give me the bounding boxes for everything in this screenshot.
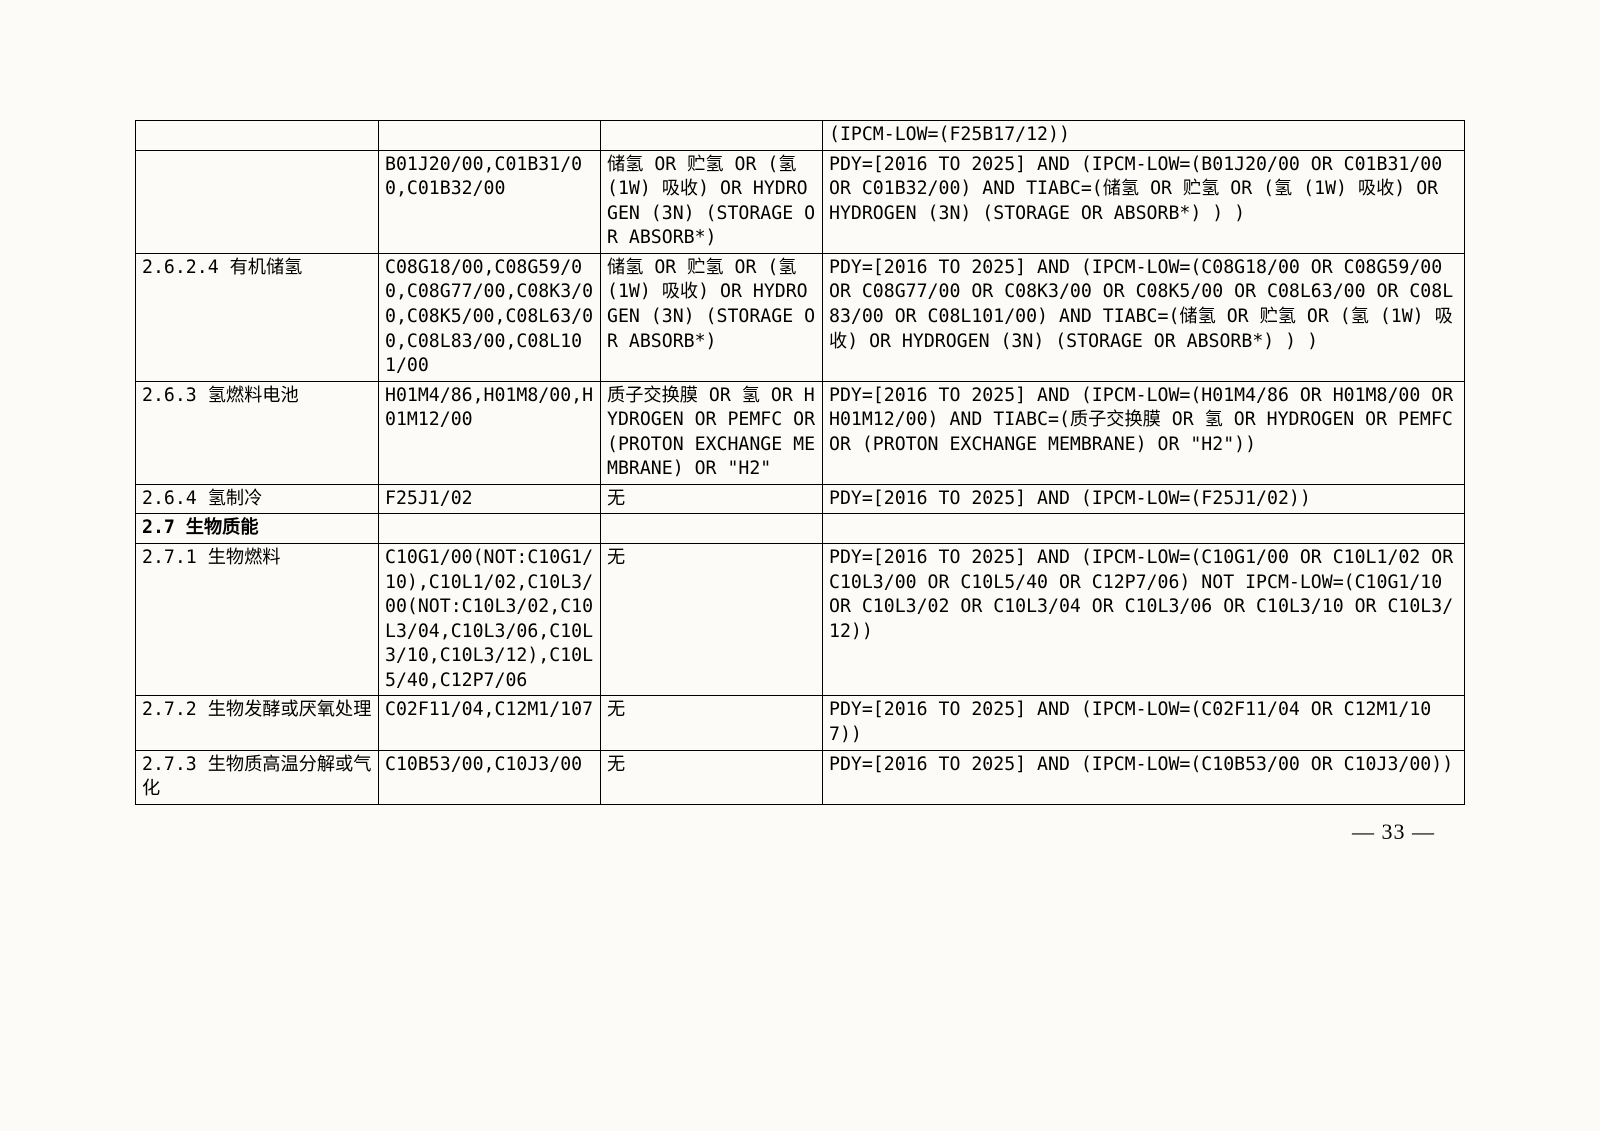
document-page: (IPCM-LOW=(F25B17/12))B01J20/00,C01B31/0… — [0, 0, 1600, 1131]
category-cell — [136, 121, 379, 151]
table-row: 2.6.2.4 有机储氢C08G18/00,C08G59/00,C08G77/0… — [136, 253, 1465, 381]
ipc-cell: H01M4/86,H01M8/00,H01M12/00 — [379, 381, 601, 484]
category-cell: 2.7.2 生物发酵或厌氧处理 — [136, 696, 379, 750]
table-row: 2.7 生物质能 — [136, 514, 1465, 544]
table-row: 2.7.3 生物质高温分解或气化C10B53/00,C10J3/00无PDY=[… — [136, 750, 1465, 804]
table-row: 2.6.3 氢燃料电池H01M4/86,H01M8/00,H01M12/00质子… — [136, 381, 1465, 484]
ipc-cell: C08G18/00,C08G59/00,C08G77/00,C08K3/00,C… — [379, 253, 601, 381]
table-row: 2.7.1 生物燃料C10G1/00(NOT:C10G1/10),C10L1/0… — [136, 544, 1465, 696]
empty-cell — [823, 514, 1465, 544]
category-cell: 2.6.2.4 有机储氢 — [136, 253, 379, 381]
keyword-cell: 储氢 OR 贮氢 OR (氢 (1W) 吸收) OR HYDROGEN (3N)… — [601, 150, 823, 253]
query-cell: PDY=[2016 TO 2025] AND (IPCM-LOW=(C02F11… — [823, 696, 1465, 750]
keyword-cell: 无 — [601, 750, 823, 804]
category-cell: 2.7.1 生物燃料 — [136, 544, 379, 696]
ipc-cell: C10B53/00,C10J3/00 — [379, 750, 601, 804]
category-cell: 2.6.3 氢燃料电池 — [136, 381, 379, 484]
query-cell: PDY=[2016 TO 2025] AND (IPCM-LOW=(C10G1/… — [823, 544, 1465, 696]
category-cell: 2.7.3 生物质高温分解或气化 — [136, 750, 379, 804]
query-cell: PDY=[2016 TO 2025] AND (IPCM-LOW=(C08G18… — [823, 253, 1465, 381]
table-row: 2.7.2 生物发酵或厌氧处理C02F11/04,C12M1/107无PDY=[… — [136, 696, 1465, 750]
classification-table: (IPCM-LOW=(F25B17/12))B01J20/00,C01B31/0… — [135, 120, 1465, 805]
table-row: 2.6.4 氢制冷F25J1/02无PDY=[2016 TO 2025] AND… — [136, 484, 1465, 514]
table-row: B01J20/00,C01B31/00,C01B32/00储氢 OR 贮氢 OR… — [136, 150, 1465, 253]
ipc-cell — [379, 121, 601, 151]
keyword-cell — [601, 121, 823, 151]
keyword-cell: 无 — [601, 696, 823, 750]
empty-cell — [379, 514, 601, 544]
query-cell: PDY=[2016 TO 2025] AND (IPCM-LOW=(B01J20… — [823, 150, 1465, 253]
category-cell — [136, 150, 379, 253]
empty-cell — [601, 514, 823, 544]
query-cell: PDY=[2016 TO 2025] AND (IPCM-LOW=(F25J1/… — [823, 484, 1465, 514]
keyword-cell: 无 — [601, 544, 823, 696]
keyword-cell: 无 — [601, 484, 823, 514]
ipc-cell: F25J1/02 — [379, 484, 601, 514]
section-header-cell: 2.7 生物质能 — [136, 514, 379, 544]
ipc-cell: C02F11/04,C12M1/107 — [379, 696, 601, 750]
keyword-cell: 质子交换膜 OR 氢 OR HYDROGEN OR PEMFC OR (PROT… — [601, 381, 823, 484]
table-row: (IPCM-LOW=(F25B17/12)) — [136, 121, 1465, 151]
ipc-cell: C10G1/00(NOT:C10G1/10),C10L1/02,C10L3/00… — [379, 544, 601, 696]
page-number: — 33 — — [1352, 819, 1435, 845]
query-cell: PDY=[2016 TO 2025] AND (IPCM-LOW=(C10B53… — [823, 750, 1465, 804]
category-cell: 2.6.4 氢制冷 — [136, 484, 379, 514]
ipc-cell: B01J20/00,C01B31/00,C01B32/00 — [379, 150, 601, 253]
query-cell: (IPCM-LOW=(F25B17/12)) — [823, 121, 1465, 151]
keyword-cell: 储氢 OR 贮氢 OR (氢 (1W) 吸收) OR HYDROGEN (3N)… — [601, 253, 823, 381]
query-cell: PDY=[2016 TO 2025] AND (IPCM-LOW=(H01M4/… — [823, 381, 1465, 484]
